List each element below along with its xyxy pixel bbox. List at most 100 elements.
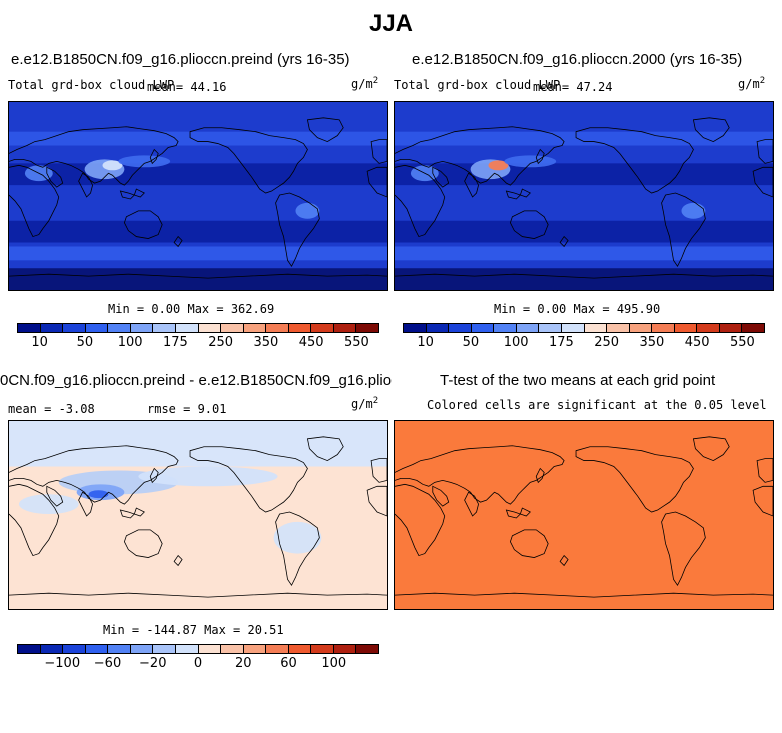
coastline: [535, 148, 545, 165]
colorbar-tick-label: 100: [321, 656, 347, 671]
coastline: [275, 192, 320, 268]
colorbar-swatch: [333, 645, 357, 653]
coastline: [395, 483, 446, 557]
map-top-right: [394, 101, 774, 291]
coastline: [133, 507, 145, 517]
colorbar-swatch: [471, 324, 495, 332]
lwp-northwest-pacific: [504, 155, 557, 168]
colorbar-swatch: [333, 324, 357, 332]
coastline: [119, 190, 136, 200]
coastline: [149, 467, 159, 484]
difference-south-america: [273, 521, 322, 554]
colorbar-swatch: [449, 324, 472, 332]
difference-pacific: [138, 466, 278, 487]
colorbar-swatch: [674, 324, 698, 332]
coastline: [123, 210, 163, 239]
colorbar-swatch: [18, 324, 41, 332]
colorbar-swatch: [198, 324, 222, 332]
coastline: [575, 446, 694, 513]
coastline: [366, 485, 387, 517]
coastline: [370, 458, 387, 483]
coastline: [9, 483, 60, 557]
coastline: [189, 446, 308, 513]
colorbar-top-left: [17, 323, 379, 333]
colorbar-swatch: [63, 324, 86, 332]
units-label-top-right: g/m2: [738, 76, 766, 91]
lwp-field-top-left: [9, 102, 387, 290]
colorbar-tick-label: 60: [280, 656, 297, 671]
colorbar-tick-label: 50: [462, 335, 480, 350]
minmax-label-top-left: Min = 0.00 Max = 362.69: [108, 302, 275, 316]
panel-title-top-right: e.e12.B1850CN.f09_g16.plioccn.2000 (yrs …: [412, 51, 743, 68]
colorbar-swatch: [130, 645, 154, 653]
variable-label-top-right: Total grd-box cloud LWP: [394, 78, 561, 92]
colorbar-swatch: [108, 645, 131, 653]
colorbar-swatch: [243, 324, 267, 332]
coastline: [752, 166, 773, 198]
colorbar-tick-label: 100: [503, 335, 529, 350]
colorbar-tick-label: 0: [193, 656, 203, 671]
storm-track-north: [395, 131, 773, 146]
colorbar-swatch: [198, 645, 222, 653]
colorbar-swatch: [719, 324, 743, 332]
coastline: [692, 436, 730, 462]
lwp-south-america: [295, 202, 320, 219]
colorbar-swatch: [108, 324, 131, 332]
coastline: [173, 554, 183, 567]
coastline: [9, 126, 179, 186]
coastline: [306, 436, 344, 462]
antarctic-band: [395, 268, 773, 290]
colorbar-swatch: [404, 324, 427, 332]
colorbar-swatch: [221, 645, 244, 653]
minmax-label-top-right: Min = 0.00 Max = 495.90: [494, 302, 661, 316]
coastline: [46, 166, 64, 188]
colorbar-tick-label: 50: [76, 335, 94, 350]
coastline: [133, 188, 145, 198]
coastline: [559, 554, 569, 567]
lwp-south-america: [681, 202, 706, 219]
panel-title-bottom-right: T-test of the two means at each grid poi…: [440, 372, 716, 389]
colorbar-tick-label: −60: [93, 656, 122, 671]
coastline: [9, 592, 387, 598]
difference-asia-min: [88, 490, 109, 499]
coastline: [509, 529, 549, 558]
colorbar-tick-label: −20: [139, 656, 167, 671]
colorbar-swatch: [561, 324, 585, 332]
coastline: [661, 192, 706, 268]
coastline: [505, 509, 522, 519]
storm-track-south: [9, 246, 387, 261]
colorbar-swatch: [311, 324, 334, 332]
storm-track-north: [9, 131, 387, 146]
colorbar-tick-label: 10: [417, 335, 434, 350]
colorbar-tick-label: 250: [594, 335, 620, 350]
coastline: [275, 511, 320, 587]
units-label-bottom-left: g/m2: [351, 396, 379, 411]
lwp-peak-asia: [102, 160, 123, 171]
coastline: [756, 139, 773, 164]
colorbar-swatch: [85, 645, 109, 653]
coastline: [189, 127, 308, 194]
colorbar-tick-label: 450: [684, 335, 710, 350]
map-top-left: [8, 101, 388, 291]
colorbar-tick-label: 250: [208, 335, 234, 350]
coastline: [535, 467, 545, 484]
colorbar-swatch: [153, 324, 176, 332]
coastline: [9, 164, 60, 238]
colorbar-swatch: [356, 645, 378, 653]
colorbar-swatch: [494, 324, 517, 332]
colorbar-swatch: [40, 645, 64, 653]
coastline: [370, 139, 387, 164]
colorbar-swatch: [516, 324, 540, 332]
panel-title-bottom-left: 0CN.f09_g16.plioccn.preind - e.e12.B1850…: [0, 372, 392, 389]
lwp-peak-asia: [488, 160, 509, 171]
colorbar-swatch: [742, 324, 764, 332]
colorbar-swatch: [130, 324, 154, 332]
coastline: [395, 445, 565, 505]
ocean-background: [9, 102, 387, 290]
coastline: [119, 509, 136, 519]
coastline: [692, 117, 730, 143]
colorbar-tick-label: 550: [343, 335, 369, 350]
colorbar-tick-label: 550: [729, 335, 755, 350]
colorbar-swatch: [175, 324, 199, 332]
colorbar-swatch: [221, 324, 244, 332]
